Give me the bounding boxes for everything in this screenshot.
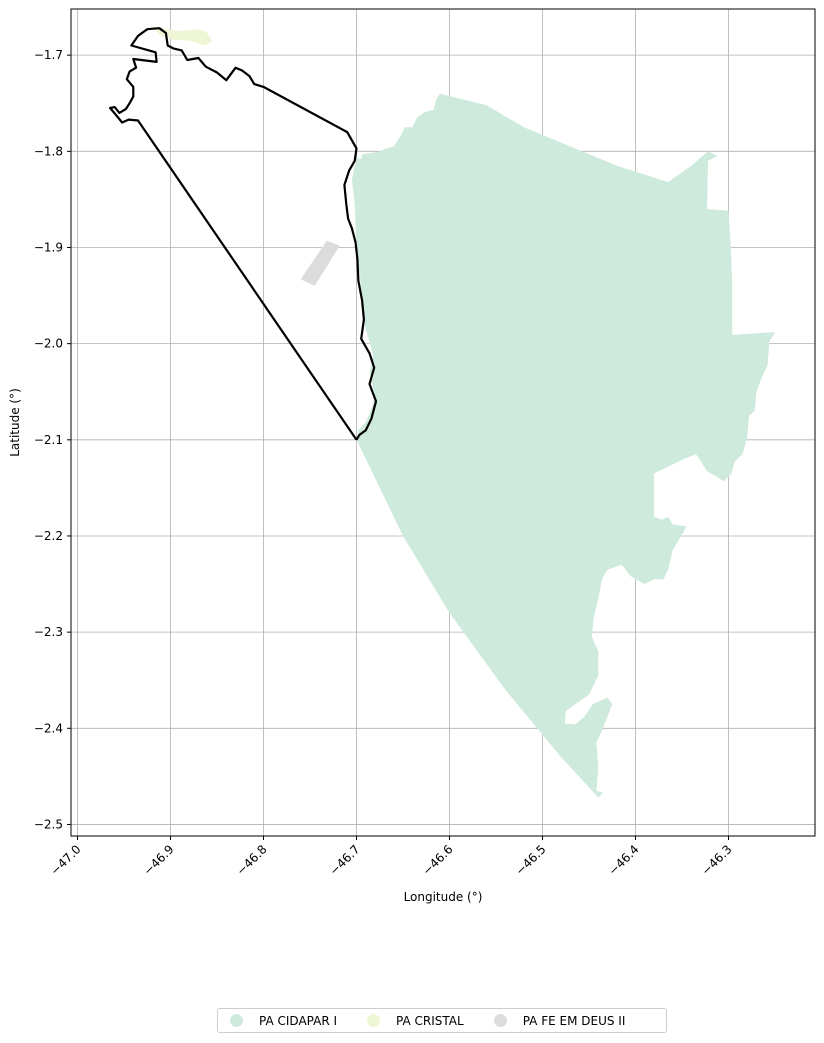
legend-item-cidapar: PA CIDAPAR I [230,1014,337,1028]
legend-swatch-cidapar [230,1014,243,1027]
x-axis-label: Longitude (°) [404,890,483,904]
x-tick-label: −46.7 [327,842,363,878]
legend-label-cidapar: PA CIDAPAR I [259,1013,338,1028]
legend-swatch-cristal [367,1014,381,1027]
y-tick-label: −2.0 [34,337,63,351]
legend-label-fe-em-deus: PA FE EM DEUS II [522,1013,626,1028]
x-tick-label: −46.3 [699,842,735,878]
municipality-boundary [108,27,378,441]
x-tick-label: −46.8 [234,842,270,878]
region-pa-fe-em-deus-ii [300,240,340,286]
x-tick-label: −46.6 [420,842,456,878]
axes-frame [70,8,816,837]
x-tick-label: −46.5 [513,842,549,878]
x-tick-label: −46.9 [141,842,177,878]
y-tick-label: −1.7 [34,48,63,62]
region-pa-cidapar-i [351,93,775,798]
legend-item-cristal: PA CRISTAL [367,1014,464,1028]
legend-swatch-fe-em-deus [493,1014,507,1027]
y-tick-label: −1.9 [34,240,63,254]
region-pa-cristal [151,26,213,46]
y-axis-label: Latitude (°) [8,388,22,457]
legend: PA CIDAPAR I PA CRISTAL PA FE EM DEUS II [217,1008,667,1033]
boundary-layer [108,27,378,441]
y-tick-label: −1.8 [34,144,63,158]
map-polygons [151,26,775,798]
legend-item-fe-em-deus: PA FE EM DEUS II [493,1013,626,1028]
y-tick-label: −2.4 [34,721,63,735]
y-tick-label: −2.3 [34,625,63,639]
x-tick-label: −46.4 [606,842,642,878]
y-tick-label: −2.1 [34,433,63,447]
legend-label-cristal: PA CRISTAL [396,1013,464,1028]
x-tick-label: −47.0 [48,842,84,878]
y-tick-label: −2.5 [34,817,63,831]
y-tick-label: −2.2 [34,529,63,543]
